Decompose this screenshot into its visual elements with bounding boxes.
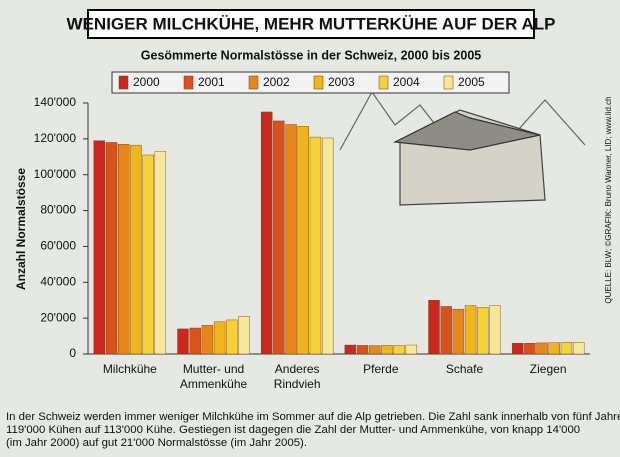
y-axis-title: Anzahl Normalstösse [14, 168, 28, 290]
bar [285, 124, 297, 355]
bar [356, 345, 369, 355]
bar [118, 144, 130, 355]
legend-swatch [378, 75, 389, 90]
legend-swatch [443, 75, 454, 90]
y-tick-label: 40'000 [40, 274, 76, 288]
bar [464, 305, 477, 355]
bar [189, 327, 201, 355]
bar [440, 306, 452, 355]
bar [511, 343, 524, 355]
bar [105, 142, 118, 355]
bar [93, 140, 106, 355]
bar [489, 305, 501, 355]
bar [142, 154, 154, 355]
caption-line: (im Jahr 2000) auf gut 21'000 Normalstös… [6, 437, 308, 449]
x-tick-label: Mutter- und Ammenkühe [179, 362, 248, 391]
bar [238, 316, 250, 355]
bar [226, 319, 238, 355]
bar [393, 345, 405, 355]
legend-label: 2003 [328, 75, 355, 89]
title-box [87, 9, 535, 39]
y-tick-label: 100'000 [34, 167, 77, 181]
y-tick-label: 140'000 [34, 95, 77, 109]
x-tick-label: Pferde [363, 362, 399, 376]
legend-swatch [183, 75, 194, 90]
chart-title: WENIGER MILCHKÜHE, MEHR MUTTERKÜHE AUF D… [67, 14, 556, 33]
bar [201, 325, 214, 355]
bar [344, 344, 357, 355]
bar [177, 328, 189, 355]
bar [405, 344, 418, 355]
x-tick-label: Schafe [445, 362, 484, 376]
legend-swatch [313, 75, 324, 90]
bar [321, 137, 334, 355]
bar [524, 343, 536, 355]
bar [477, 307, 489, 355]
caption-line: In der Schweiz werden immer weniger Milc… [6, 411, 620, 423]
legend-label: 2001 [198, 75, 225, 89]
subtitle: Gesömmerte Normalstösse in der Schweiz, … [141, 48, 481, 62]
bar [452, 308, 465, 355]
y-tick-label: 20'000 [40, 310, 76, 324]
x-tick-label: Anderes Rindvieh [273, 362, 321, 391]
bar [548, 342, 560, 355]
x-tick-label: Ziegen [529, 362, 567, 376]
y-tick-label: 0 [69, 346, 76, 360]
bar [428, 300, 440, 355]
bar [130, 144, 142, 355]
bar [381, 345, 393, 355]
legend-label: 2005 [458, 75, 485, 89]
legend-label: 2000 [133, 75, 160, 89]
bar [309, 136, 322, 355]
legend-swatch [118, 75, 129, 90]
y-tick-label: 60'000 [40, 239, 76, 253]
legend-label: 2002 [263, 75, 290, 89]
legend-label: 2004 [393, 75, 420, 89]
source: QUELLE: BLW; ©GRAFIK: Bruno Wanner, LID;… [604, 96, 613, 303]
bar [536, 342, 548, 355]
bar [560, 342, 573, 355]
x-tick-label: Milchkühe [102, 362, 157, 376]
caption-line: 119'000 Kühen auf 113'000 Kühe. Gestiege… [6, 424, 581, 436]
bar [273, 120, 285, 355]
bar [213, 321, 226, 355]
y-tick-label: 120'000 [34, 131, 77, 145]
bar [369, 345, 381, 355]
bar [572, 342, 585, 355]
bar [297, 126, 309, 355]
y-tick-label: 80'000 [40, 203, 76, 217]
illustration [339, 90, 586, 206]
bar [260, 111, 273, 355]
legend-box [111, 71, 510, 94]
bar [154, 151, 167, 355]
legend-swatch [248, 75, 259, 90]
